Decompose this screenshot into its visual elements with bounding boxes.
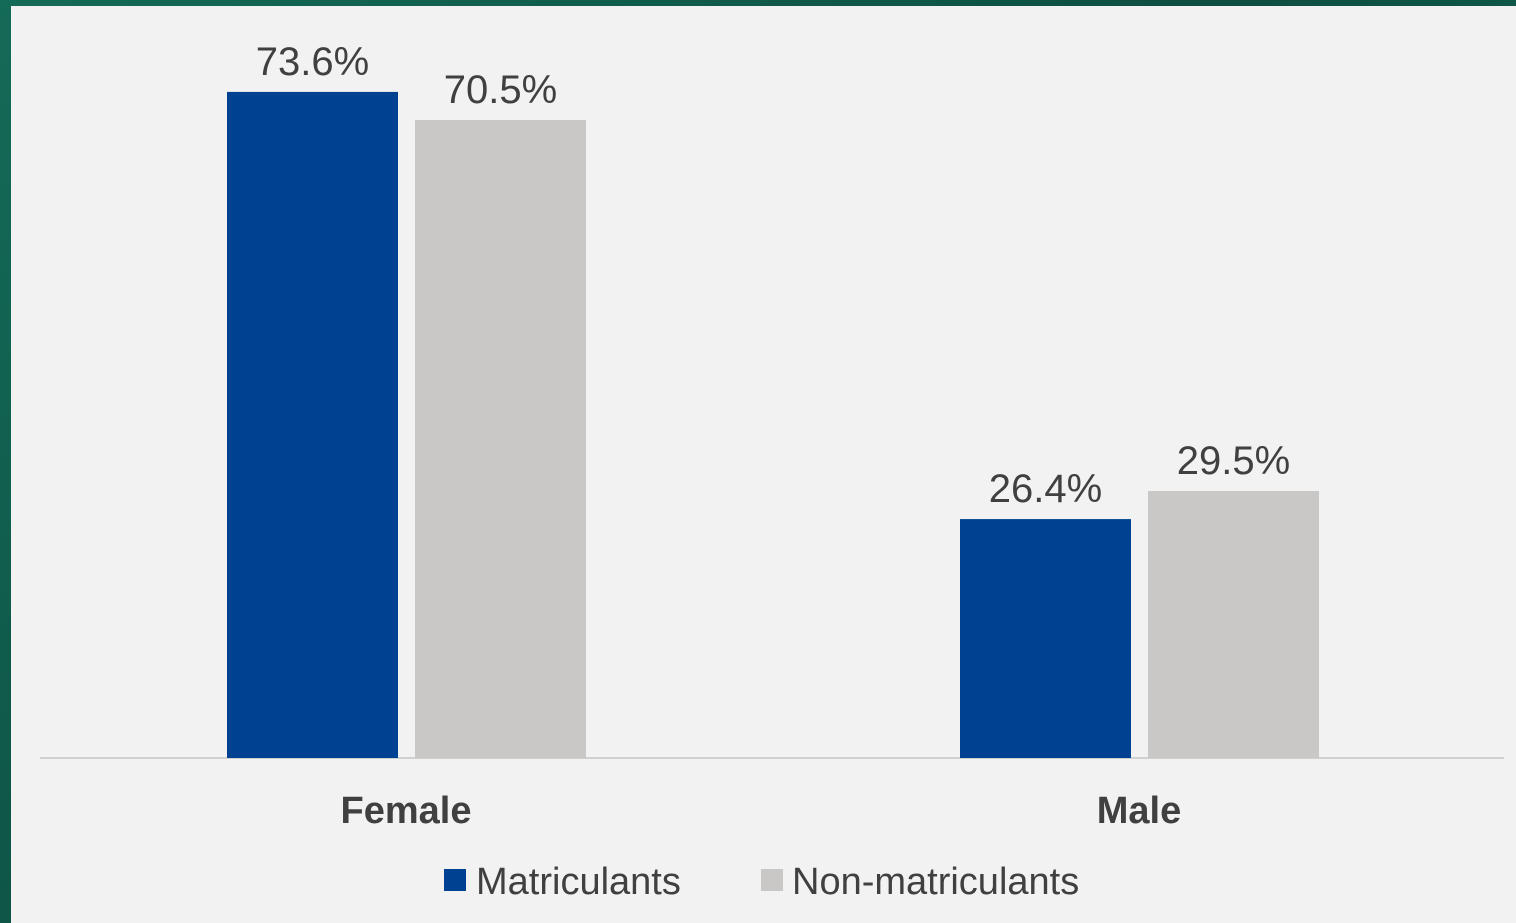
legend-swatch-matriculants (444, 869, 466, 891)
bar-female-matriculants (227, 91, 398, 759)
category-label-female: Female (341, 790, 472, 832)
data-label-female-non-matriculants: 70.5% (444, 68, 557, 112)
legend-label-non-matriculants: Non-matriculants (792, 861, 1079, 903)
legend-swatch-non-matriculants (761, 869, 783, 891)
data-label-female-matriculants: 73.6% (256, 40, 369, 84)
category-label-male: Male (1097, 790, 1181, 832)
legend: Matriculants Non-matriculants (444, 861, 1079, 903)
legend-label-matriculants: Matriculants (476, 861, 681, 903)
bar-female-non-matriculants (415, 119, 586, 759)
bar-male-non-matriculants (1148, 491, 1319, 758)
data-label-male-matriculants: 26.4% (989, 467, 1102, 511)
data-label-male-non-matriculants: 29.5% (1177, 439, 1290, 483)
bar-male-matriculants (960, 519, 1131, 758)
